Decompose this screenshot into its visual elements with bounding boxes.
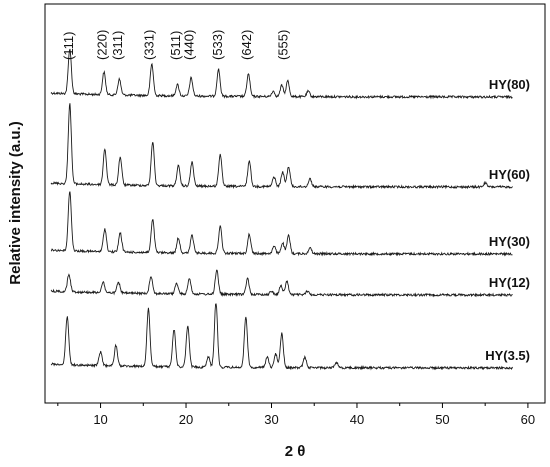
series-label: HY(80) xyxy=(489,77,530,92)
peak-annotation: (642) xyxy=(239,30,254,60)
series-label: HY(12) xyxy=(489,275,530,290)
x-tick-label: 20 xyxy=(179,412,193,427)
x-tick-label: 60 xyxy=(521,412,535,427)
series-label: HY(3.5) xyxy=(485,348,530,363)
plot-frame xyxy=(44,3,546,404)
peak-annotations: (111) (220) (311) (331) (511)(440) (533) (642)… xyxy=(61,30,291,60)
series-line xyxy=(50,269,513,298)
series-line xyxy=(50,48,513,100)
x-tick-label: 10 xyxy=(93,412,107,427)
y-axis-title: Relative intensity (a.u.) xyxy=(7,121,24,284)
series-group xyxy=(50,48,513,371)
x-tick-label: 30 xyxy=(264,412,278,427)
series-label: HY(60) xyxy=(489,167,530,182)
peak-annotation: (311) xyxy=(110,31,125,60)
x-axis-title: 2 θ xyxy=(285,443,306,460)
series-labels: HY(80) HY(60) HY(30) HY(12) HY(3.5) xyxy=(485,77,530,363)
series-line xyxy=(50,303,513,371)
peak-annotation: (440) xyxy=(182,30,197,60)
series-label: HY(30) xyxy=(489,234,530,249)
peak-annotation: (111) xyxy=(61,32,76,60)
x-tick-label: 50 xyxy=(435,412,449,427)
x-tick-label: 40 xyxy=(350,412,364,427)
x-axis-ticks: 10 20 30 40 50 60 xyxy=(57,403,535,427)
peak-annotation: (331) xyxy=(141,30,156,60)
peak-annotation: (511) xyxy=(168,31,183,60)
series-line xyxy=(50,103,513,190)
peak-annotation: (555) xyxy=(276,30,291,60)
series-line xyxy=(50,191,513,257)
peak-annotation: (533) xyxy=(210,30,225,60)
peak-annotation: (220) xyxy=(94,30,109,60)
